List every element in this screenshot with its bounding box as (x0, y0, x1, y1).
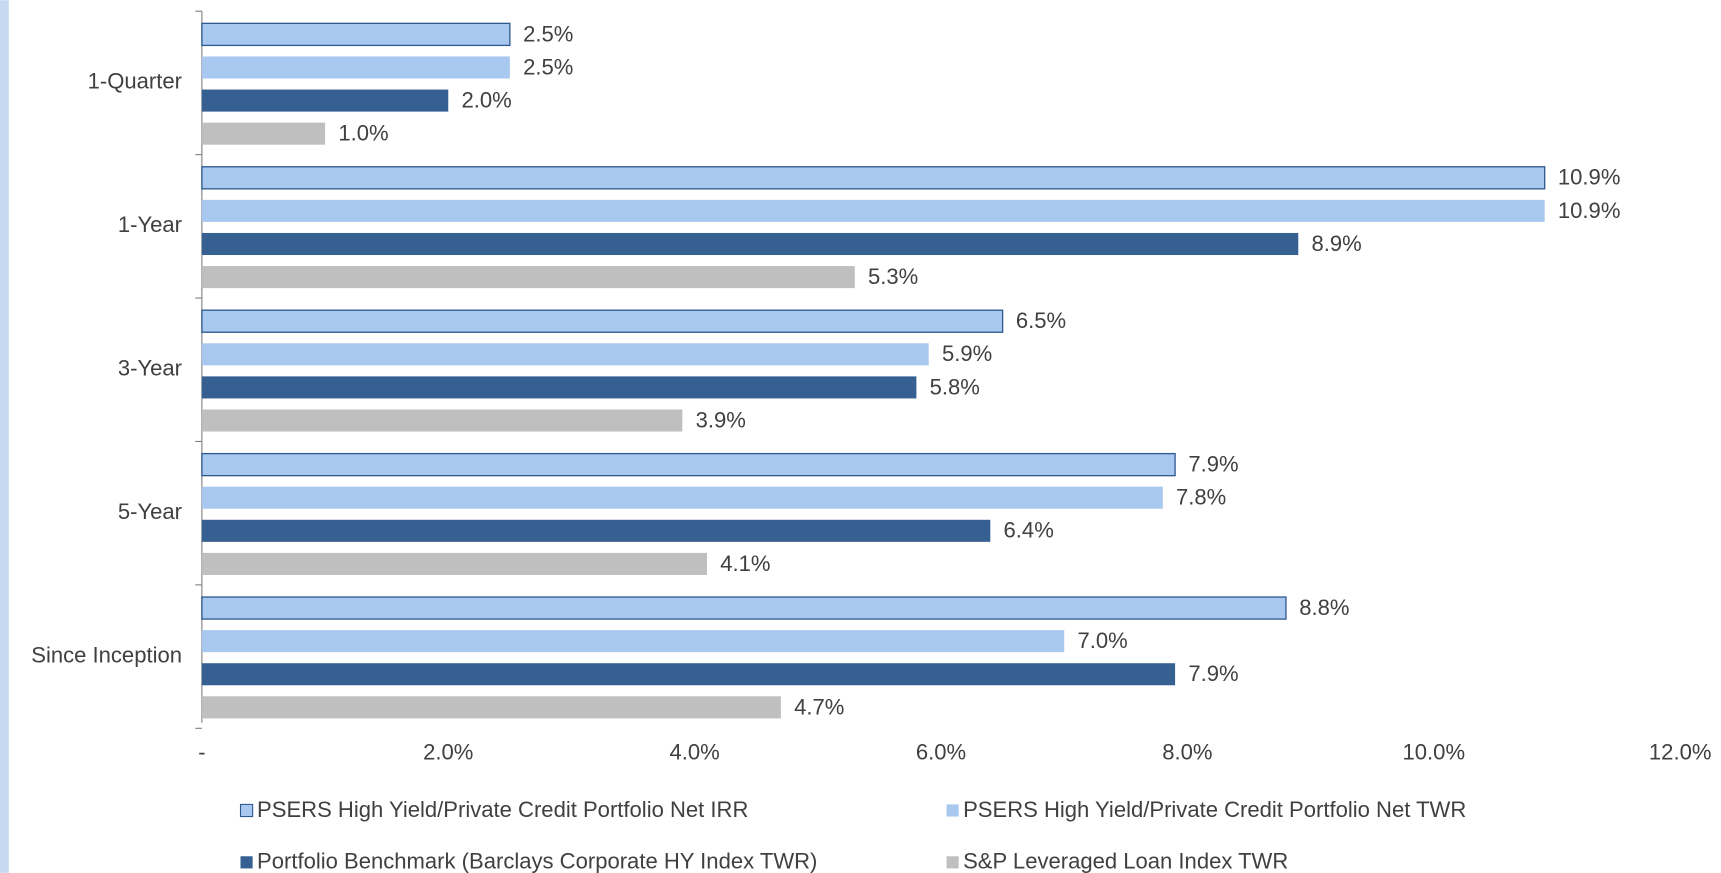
legend-swatch (239, 803, 254, 818)
x-tick-label: 12.0% (1649, 739, 1712, 764)
data-label: 2.5% (523, 54, 573, 79)
bar (201, 166, 1546, 190)
legend-swatch (946, 856, 959, 869)
bar (201, 519, 991, 542)
data-label: 8.9% (1312, 231, 1362, 256)
side-strip (0, 0, 9, 873)
bar (201, 596, 1287, 620)
data-label: 6.5% (1016, 308, 1066, 333)
data-label: 7.9% (1188, 661, 1238, 686)
bar (201, 376, 917, 399)
data-label: 2.5% (523, 21, 573, 46)
data-label: 7.0% (1077, 628, 1127, 653)
data-label: 8.8% (1299, 595, 1349, 620)
data-label: 1.0% (338, 121, 388, 146)
data-label: 5.9% (942, 341, 992, 366)
legend-label: Portfolio Benchmark (Barclays Corporate … (257, 849, 817, 873)
bar (201, 696, 781, 719)
data-label: 2.0% (462, 88, 512, 113)
bar (201, 309, 1004, 333)
bar (201, 409, 683, 432)
data-label: 7.8% (1176, 485, 1226, 510)
data-label: 4.1% (720, 551, 770, 576)
bar (201, 22, 511, 47)
x-tick-label: 4.0% (670, 739, 720, 764)
data-label: 5.3% (868, 264, 918, 289)
bar (201, 663, 1176, 686)
category-label: 3-Year (118, 356, 182, 381)
bar (201, 122, 326, 145)
bar (201, 56, 510, 79)
bar (201, 266, 855, 289)
legend-label: S&P Leveraged Loan Index TWR (963, 849, 1288, 873)
data-label: 6.4% (1004, 518, 1054, 543)
data-label: 7.9% (1188, 452, 1238, 477)
category-label: 1-Year (118, 212, 182, 237)
bar (201, 232, 1299, 256)
x-tick-label: 6.0% (916, 739, 966, 764)
category-label: Since Inception (31, 642, 182, 667)
legend-label: PSERS High Yield/Private Credit Portfoli… (963, 797, 1466, 822)
data-label: 4.7% (794, 694, 844, 719)
legend-label: PSERS High Yield/Private Credit Portfoli… (257, 797, 748, 822)
bar (201, 89, 449, 112)
bar (201, 199, 1545, 222)
data-label: 5.8% (930, 374, 980, 399)
x-tick-label: 8.0% (1162, 739, 1212, 764)
bar (201, 486, 1163, 509)
data-label: 10.9% (1558, 165, 1621, 190)
x-tick-label: 2.0% (423, 739, 473, 764)
category-label: 1-Quarter (88, 69, 182, 94)
x-tick-label: 10.0% (1403, 739, 1466, 764)
bar (201, 452, 1176, 477)
bar (201, 343, 929, 366)
bar (201, 552, 707, 575)
legend-swatch (946, 804, 959, 817)
category-label: 5-Year (118, 499, 182, 524)
data-label: 3.9% (696, 407, 746, 432)
data-label: 10.9% (1558, 198, 1621, 223)
bar (201, 630, 1065, 653)
legend-swatch (240, 856, 253, 869)
x-tick-label: - (198, 739, 205, 764)
